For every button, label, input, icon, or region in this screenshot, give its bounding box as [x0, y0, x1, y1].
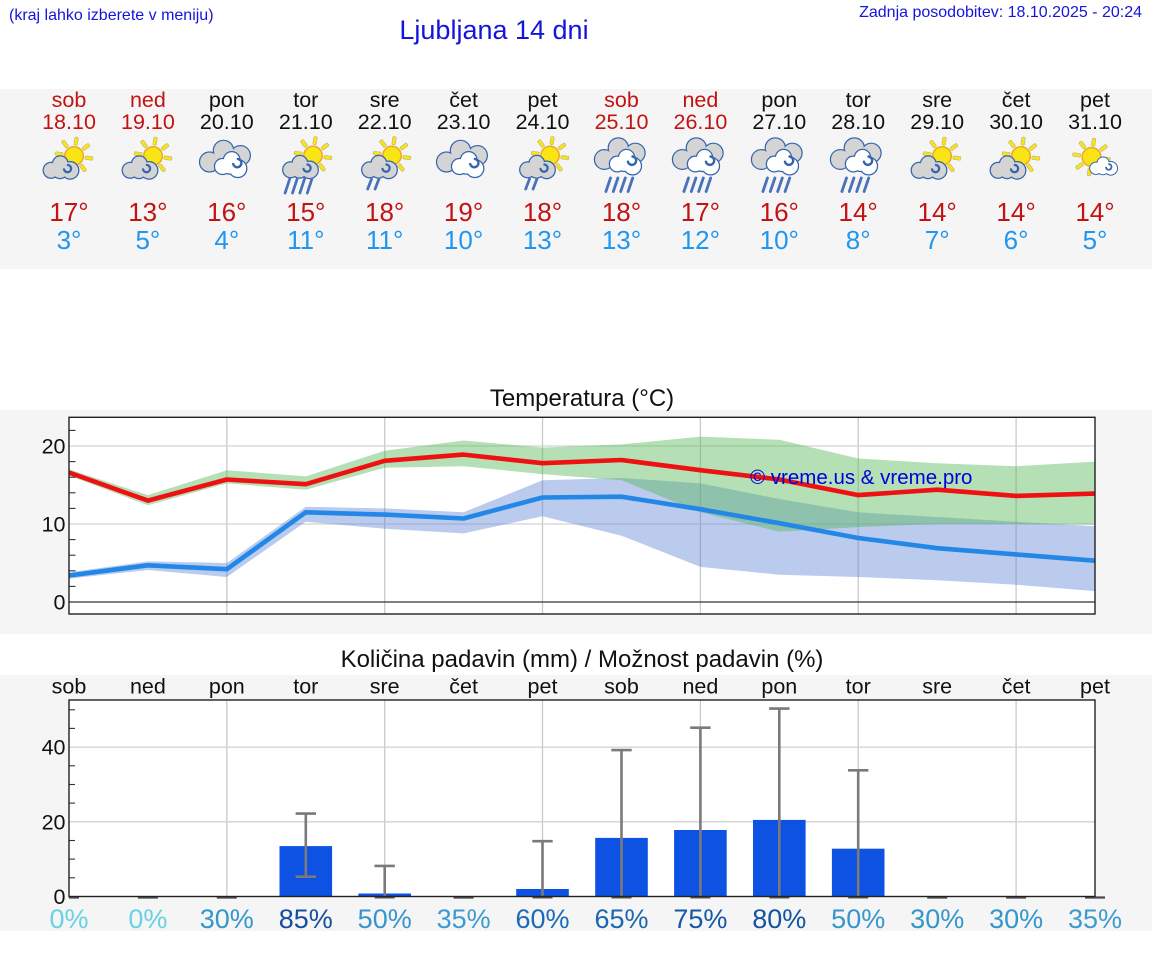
svg-text:30%: 30% — [910, 904, 964, 934]
svg-text:50%: 50% — [831, 904, 885, 934]
svg-text:75%: 75% — [673, 904, 727, 934]
svg-text:pet: pet — [1080, 675, 1110, 699]
svg-text:sre: sre — [370, 675, 400, 699]
svg-text:0: 0 — [54, 591, 66, 615]
svg-text:pon: pon — [761, 675, 797, 699]
svg-text:ned: ned — [130, 675, 166, 699]
svg-text:tor: tor — [846, 675, 871, 699]
svg-text:50%: 50% — [358, 904, 412, 934]
svg-text:0%: 0% — [128, 904, 167, 934]
svg-text:© vreme.us & vreme.pro: © vreme.us & vreme.pro — [750, 466, 972, 489]
svg-text:sob: sob — [52, 675, 87, 699]
svg-text:30%: 30% — [989, 904, 1043, 934]
svg-text:20: 20 — [42, 435, 66, 459]
svg-text:tor: tor — [293, 675, 318, 699]
svg-text:60%: 60% — [515, 904, 569, 934]
svg-text:čet: čet — [1002, 675, 1031, 699]
svg-text:ned: ned — [682, 675, 718, 699]
svg-text:čet: čet — [449, 675, 478, 699]
svg-text:0%: 0% — [49, 904, 88, 934]
svg-text:40: 40 — [42, 736, 66, 760]
svg-text:pon: pon — [209, 675, 245, 699]
svg-text:sre: sre — [922, 675, 952, 699]
svg-text:80%: 80% — [752, 904, 806, 934]
svg-text:20: 20 — [42, 810, 66, 834]
svg-text:35%: 35% — [437, 904, 491, 934]
svg-text:0: 0 — [54, 885, 66, 909]
svg-text:35%: 35% — [1068, 904, 1122, 934]
svg-text:85%: 85% — [279, 904, 333, 934]
svg-text:65%: 65% — [594, 904, 648, 934]
svg-text:10: 10 — [42, 513, 66, 537]
svg-text:pet: pet — [528, 675, 558, 699]
svg-text:sob: sob — [604, 675, 639, 699]
svg-text:30%: 30% — [200, 904, 254, 934]
